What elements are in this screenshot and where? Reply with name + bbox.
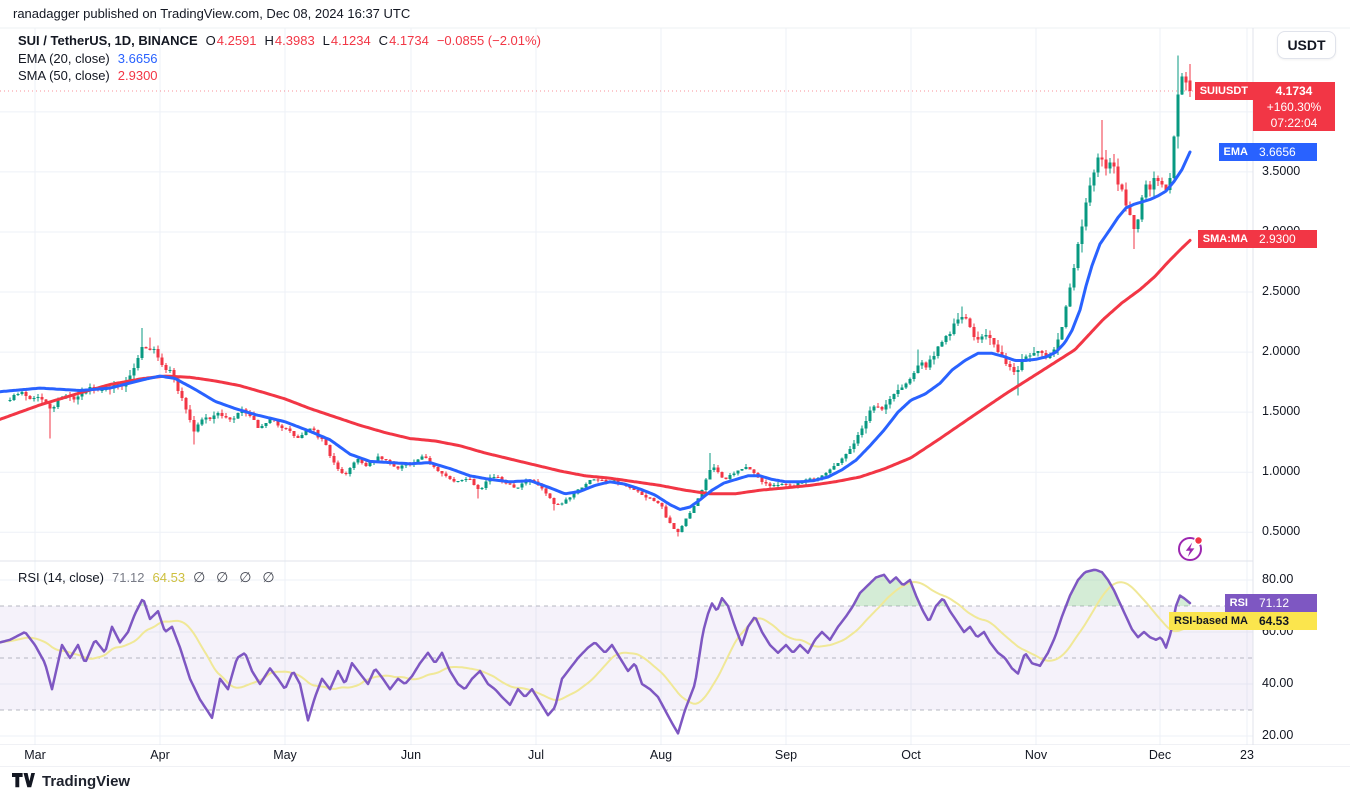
axis-tick-label: 20.00	[1262, 728, 1294, 742]
tradingview-logo-text: TradingView	[42, 772, 131, 790]
rsi-label: RSI (14, close)	[18, 570, 104, 585]
time-axis-label: Mar	[24, 748, 46, 762]
time-axis-label: Oct	[901, 748, 921, 762]
rsi-ma-axis-tag: RSI-based MA	[1169, 612, 1253, 630]
last-price-badge: 4.1734 +160.30% 07:22:04	[1253, 82, 1335, 131]
time-axis-label: Dec	[1148, 748, 1172, 762]
ohlc-values: O 4.2591 H 4.3983 L 4.1234 C 4.1734	[206, 33, 429, 48]
axis-tick-label: 2.0000	[1262, 344, 1301, 358]
lightning-bolt-glyph	[1185, 542, 1195, 557]
ohlc-O: O 4.2591	[205, 33, 257, 48]
sma-label: SMA (50, close)	[18, 68, 110, 83]
last-price-value: 4.1734	[1275, 83, 1313, 98]
axis-tick-label: 1.0000	[1262, 464, 1301, 478]
ohlc-L: L 4.1234	[322, 33, 371, 48]
change-percent-value: +160.30%	[1266, 99, 1322, 114]
axis-tick-label: 3.5000	[1262, 164, 1301, 178]
axis-tick-label: 0.5000	[1262, 524, 1301, 538]
flash-icon[interactable]	[1176, 534, 1205, 563]
time-axis-label: 23	[1240, 748, 1254, 762]
ema-label: EMA (20, close)	[18, 51, 110, 66]
ohlc-C: C 4.1734	[378, 33, 429, 48]
ema-value: 3.6656	[117, 51, 158, 66]
sma-legend-row[interactable]: SMA (50, close) 2.9300	[18, 68, 158, 83]
time-axis-label: Apr	[150, 748, 170, 762]
time-axis-label: Nov	[1024, 748, 1048, 762]
symbol-title: SUI / TetherUS, 1D, BINANCE	[18, 33, 198, 48]
time-axis-label: Aug	[649, 748, 673, 762]
tradingview-logo-icon	[12, 773, 35, 788]
notification-dot	[1195, 537, 1202, 544]
change-value: −0.0855 (−2.01%)	[436, 33, 541, 48]
attribution-text: ranadagger published on TradingView.com,…	[13, 6, 411, 21]
sma-axis-tag: SMA:MA	[1197, 230, 1253, 248]
rsi-axis-tag: RSI	[1224, 594, 1253, 612]
rsi-legend-row[interactable]: RSI (14, close) 71.12 64.53 ∅ ∅ ∅ ∅	[18, 569, 275, 586]
ema-axis-value: 3.6656	[1253, 143, 1317, 161]
ohlc-H: H 4.3983	[264, 33, 315, 48]
time-axis[interactable]: Mar Apr May Jun Jul Aug Sep Oct Nov Dec 23	[0, 745, 1350, 766]
time-axis-label: May	[273, 748, 297, 762]
ema-axis-tag: EMA	[1218, 143, 1253, 161]
rsi-ma-value: 64.53	[152, 570, 186, 585]
rsi-value: 71.12	[111, 570, 145, 585]
sma-axis-value: 2.9300	[1253, 230, 1317, 248]
symbol-axis-tag: SUIUSDT	[1194, 82, 1253, 100]
currency-toggle-button[interactable]: USDT	[1277, 31, 1336, 59]
rsi-axis-value: 71.12	[1253, 594, 1317, 612]
axis-tick-label: 80.00	[1262, 572, 1294, 586]
rsi-empty-values: ∅ ∅ ∅ ∅	[193, 569, 275, 585]
axis-tick-label: 1.5000	[1262, 404, 1301, 418]
time-axis-label: Jul	[528, 748, 544, 762]
tradingview-logo[interactable]: TradingView	[12, 772, 130, 790]
ema-legend-row[interactable]: EMA (20, close) 3.6656	[18, 51, 158, 66]
symbol-legend-row[interactable]: SUI / TetherUS, 1D, BINANCE O 4.2591 H 4.39…	[18, 33, 541, 48]
sma-value: 2.9300	[117, 68, 158, 83]
rsi-ma-axis-value: 64.53	[1253, 612, 1317, 630]
bar-countdown: 07:22:04	[1270, 115, 1318, 130]
axis-tick-label: 40.00	[1262, 676, 1294, 690]
time-axis-label: Jun	[400, 748, 422, 762]
time-axis-label: Sep	[774, 748, 798, 762]
axis-tick-label: 2.5000	[1262, 284, 1301, 298]
price-axis[interactable]: USDT 3.50003.00002.50002.00001.50001.000…	[1253, 28, 1350, 766]
